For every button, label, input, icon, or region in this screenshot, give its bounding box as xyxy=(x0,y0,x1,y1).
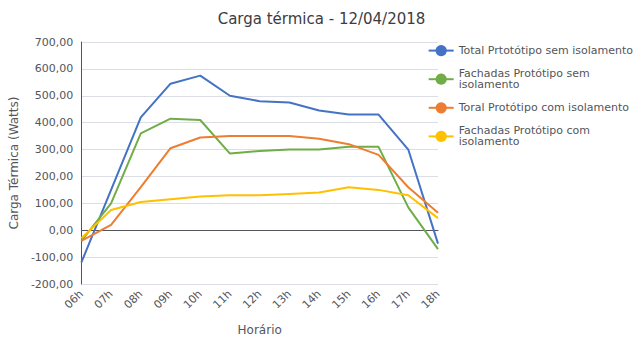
svg-text:-200,00: -200,00 xyxy=(31,278,73,291)
svg-text:Fachadas Protótipo sem: Fachadas Protótipo sem xyxy=(458,67,590,81)
svg-text:06h: 06h xyxy=(62,287,86,311)
svg-text:500,00: 500,00 xyxy=(35,89,74,102)
svg-text:700,00: 700,00 xyxy=(35,36,74,49)
svg-text:200,00: 200,00 xyxy=(35,170,74,183)
svg-text:09h: 09h xyxy=(151,287,175,311)
svg-text:0,00: 0,00 xyxy=(49,224,74,237)
svg-text:-100,00: -100,00 xyxy=(31,251,73,264)
svg-text:600,00: 600,00 xyxy=(35,62,74,75)
svg-text:Total Prtotótipo sem isolament: Total Prtotótipo sem isolamento xyxy=(458,44,634,57)
svg-text:17h: 17h xyxy=(389,287,413,311)
svg-text:14h: 14h xyxy=(300,287,324,311)
svg-text:12h: 12h xyxy=(240,287,264,311)
svg-text:13h: 13h xyxy=(270,287,294,311)
svg-text:10h: 10h xyxy=(181,287,205,311)
svg-text:Fachadas Protótipo com: Fachadas Protótipo com xyxy=(458,124,590,138)
svg-text:15h: 15h xyxy=(329,287,353,311)
svg-text:Toral Protótipo com isolamento: Toral Protótipo com isolamento xyxy=(458,101,630,114)
svg-text:300,00: 300,00 xyxy=(35,143,74,156)
svg-text:100,00: 100,00 xyxy=(35,197,74,210)
svg-text:400,00: 400,00 xyxy=(35,116,74,129)
svg-text:isolamento: isolamento xyxy=(459,135,520,148)
svg-text:Carga Térmica (Watts): Carga Térmica (Watts) xyxy=(7,97,21,230)
svg-text:Horário: Horário xyxy=(238,323,282,337)
svg-text:07h: 07h xyxy=(92,287,116,311)
svg-text:08h: 08h xyxy=(121,287,145,311)
svg-text:11h: 11h xyxy=(211,287,235,311)
svg-text:18h: 18h xyxy=(419,287,443,311)
svg-text:Carga térmica - 12/04/2018: Carga térmica - 12/04/2018 xyxy=(218,10,426,28)
svg-text:isolamento: isolamento xyxy=(459,78,520,91)
svg-text:16h: 16h xyxy=(359,287,383,311)
